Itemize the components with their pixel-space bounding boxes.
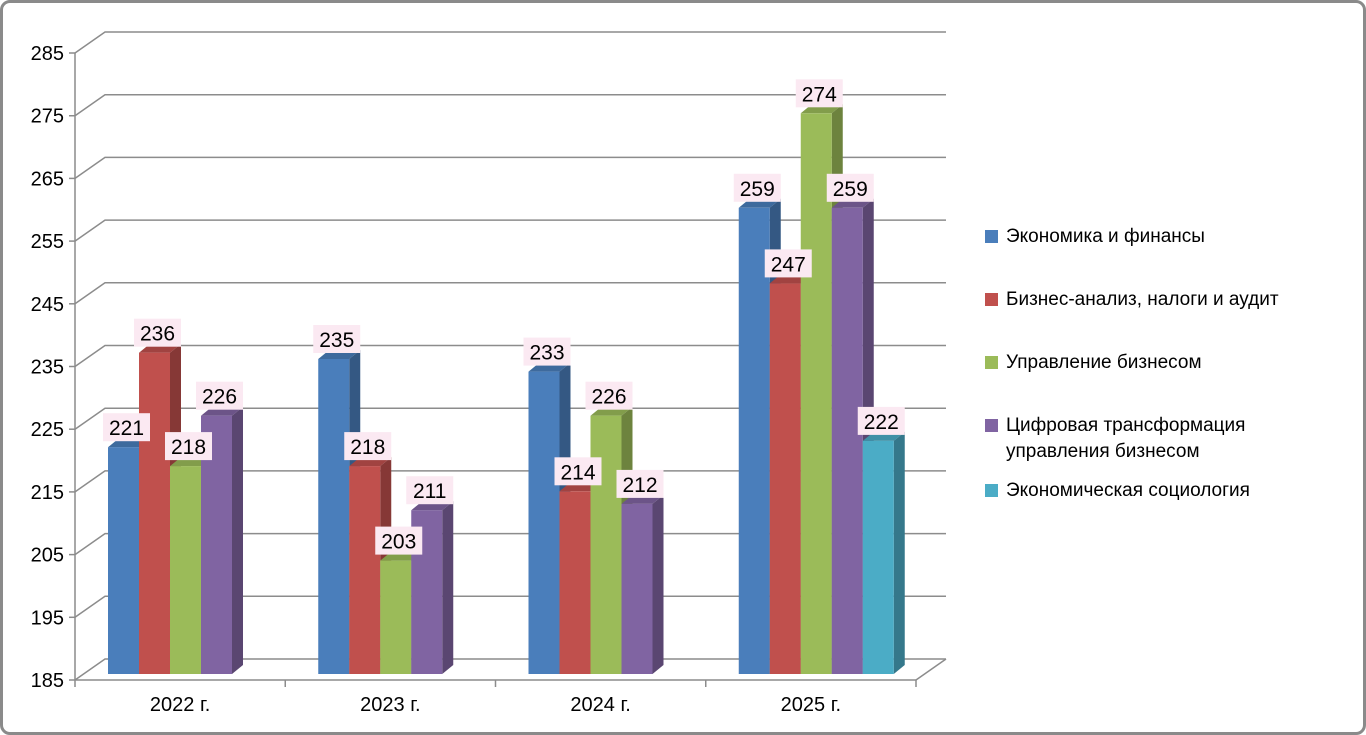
- legend-swatch-icon: [985, 230, 998, 243]
- y-axis-label: 195: [31, 607, 64, 629]
- bar-value-label-box: [196, 381, 243, 410]
- bar-value-label: 247: [771, 253, 806, 276]
- bar-value-label-box: [134, 318, 181, 347]
- legend-item: Экономика и финансы: [985, 224, 1347, 250]
- gridline: [74, 595, 946, 618]
- bar-value-label: 259: [740, 178, 775, 201]
- x-axis-label: 2023 г.: [360, 694, 420, 716]
- bar: [831, 207, 863, 675]
- bar-value-label-box: [554, 457, 602, 486]
- bar-value-label-box: [406, 476, 454, 505]
- bar: [769, 283, 801, 674]
- bar-value-label-box: [764, 249, 812, 278]
- bar: [318, 359, 350, 674]
- legend-swatch-icon: [985, 293, 998, 306]
- bar-value-label-box: [313, 325, 361, 353]
- bar-value-label-box: [616, 469, 664, 498]
- bar-side-face: [652, 494, 664, 674]
- y-axis-label: 185: [31, 670, 64, 692]
- bar-value-label-box: [795, 79, 843, 108]
- legend-item: Цифровая трансформация управления бизнес…: [985, 413, 1347, 465]
- bar-value-label: 203: [381, 531, 416, 554]
- bar-value-label-box: [165, 432, 212, 461]
- bar-value-label-box: [826, 173, 874, 202]
- gridline: [74, 470, 946, 493]
- bar-value-label-box: [523, 337, 571, 366]
- gridline: [74, 282, 946, 305]
- legend-swatch-icon: [985, 419, 998, 432]
- gridline: [74, 156, 946, 180]
- bar: [349, 466, 381, 674]
- gridline: [74, 31, 946, 54]
- gridline: [74, 93, 946, 117]
- gridline: [74, 532, 946, 556]
- bar: [559, 491, 591, 674]
- bar-value-label: 274: [802, 83, 837, 106]
- legend-item-label: Бизнес-анализ, налоги и аудит: [1006, 289, 1279, 310]
- floor-right-edge: [915, 658, 947, 681]
- bar-value-label-box: [103, 413, 150, 442]
- y-axis-label: 245: [31, 294, 64, 316]
- bar-side-face: [232, 406, 243, 674]
- legend-item-label: Экономика и финансы: [1006, 226, 1205, 247]
- bar-value-label: 222: [864, 411, 899, 434]
- gridline: [74, 658, 946, 681]
- bar: [800, 113, 832, 675]
- y-axis-label: 285: [31, 43, 64, 65]
- legend-item-label: Экономическая социология: [1006, 480, 1250, 501]
- bar-value-label: 218: [171, 436, 206, 459]
- legend-item: Бизнес-анализ, налоги и аудит: [985, 287, 1347, 313]
- x-axis-label: 2024 г.: [570, 694, 630, 716]
- gridline: [74, 344, 946, 368]
- legend-item-label: Цифровая трансформация управления бизнес…: [1006, 415, 1246, 462]
- bar-value-label: 218: [350, 436, 385, 459]
- x-axis-label: 2025 г.: [781, 694, 841, 716]
- bar: [528, 371, 560, 674]
- bar-side-face: [893, 431, 905, 674]
- bar: [170, 466, 201, 674]
- bar: [590, 415, 622, 674]
- gridline: [74, 407, 946, 430]
- y-axis-label: 235: [31, 357, 64, 379]
- bar-value-label: 226: [591, 386, 626, 409]
- bar: [139, 352, 170, 674]
- bar-value-label: 259: [833, 178, 868, 201]
- bar-value-label: 233: [529, 342, 564, 365]
- y-axis-label: 215: [31, 482, 64, 504]
- y-axis-label: 225: [31, 419, 64, 441]
- legend-swatch-icon: [985, 356, 998, 369]
- bar-value-label-box: [585, 381, 633, 410]
- chart-legend: Экономика и финансы Бизнес-анализ, налоги…: [985, 224, 1347, 504]
- bar-side-face: [442, 501, 454, 674]
- bar-chart-plot: 185 195 205 215 225 235 245 255 265 275 285 2022 г.…: [31, 31, 947, 716]
- legend-item: Экономическая социология: [985, 478, 1347, 504]
- bar-value-label: 211: [413, 480, 446, 503]
- bar-value-label: 235: [319, 329, 354, 352]
- legend-swatch-icon: [985, 484, 998, 497]
- gridline: [74, 219, 946, 242]
- bar-value-label-box: [375, 526, 423, 555]
- bar: [621, 503, 653, 674]
- bar-value-label: 226: [202, 386, 237, 409]
- bar-value-label-box: [733, 173, 781, 202]
- bar: [108, 447, 139, 674]
- bar-value-label: 221: [109, 417, 144, 440]
- bar-value-label-box: [344, 432, 392, 461]
- x-axis-label: 2022 г.: [150, 694, 210, 716]
- bar-value-label-box: [857, 406, 905, 435]
- bar-value-label: 212: [622, 474, 657, 497]
- bar: [862, 440, 894, 674]
- bar-value-label: 214: [560, 461, 595, 484]
- y-axis-label: 205: [31, 545, 64, 567]
- legend-item-label: Управление бизнесом: [1006, 352, 1202, 373]
- bar-value-label: 236: [140, 323, 175, 346]
- y-axis-label: 255: [31, 231, 64, 253]
- bar: [380, 560, 412, 674]
- y-axis-label: 275: [31, 106, 64, 128]
- legend-item: Управление бизнесом: [985, 350, 1347, 376]
- bar: [738, 207, 770, 675]
- y-axis-label: 265: [31, 168, 64, 190]
